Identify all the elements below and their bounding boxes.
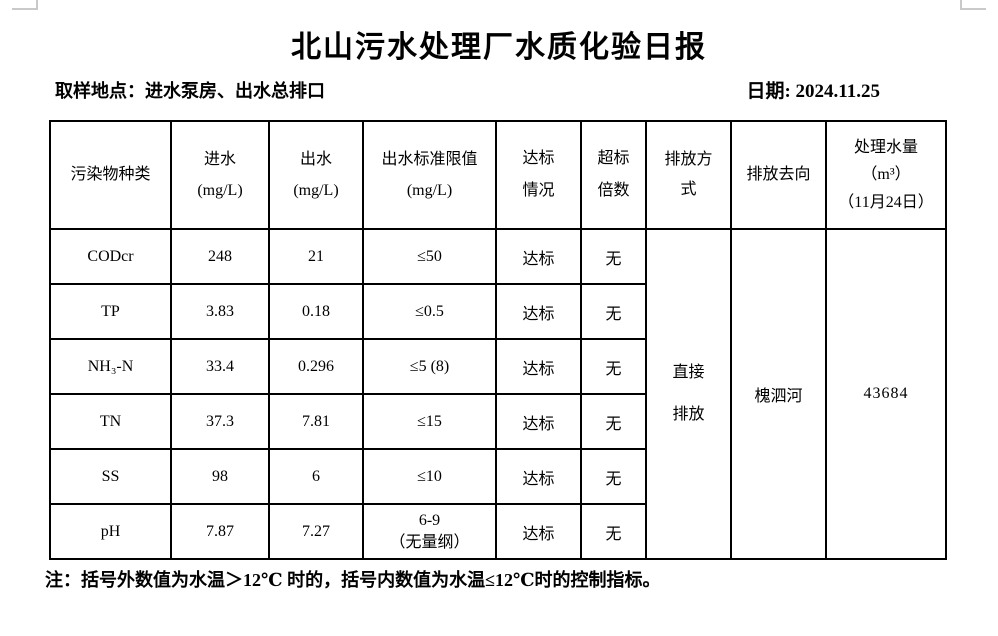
cell-compliance: 达标 xyxy=(495,503,582,560)
cell-effluent: 21 xyxy=(268,228,364,285)
col-header-limit: 出水标准限值 (mg/L) xyxy=(362,120,497,230)
cell-effluent: 0.296 xyxy=(268,338,364,395)
cell-compliance: 达标 xyxy=(495,448,582,505)
table-row-ss: SS 98 6 ≤10 达标 无 xyxy=(49,448,946,505)
cell-exceed: 无 xyxy=(580,393,647,450)
cell-influent: 248 xyxy=(170,228,270,285)
volume-header-date: （11月24日） xyxy=(838,193,934,211)
col-header-effluent: 出水 (mg/L) xyxy=(268,120,364,230)
influent-header-unit: (mg/L) xyxy=(197,182,243,199)
discharge-method-header-label: 排放方式 xyxy=(664,150,713,198)
col-header-volume: 处理水量 （m³） （11月24日） xyxy=(825,120,947,230)
sampling-location-label: 取样地点：进水泵房、出水总排口 xyxy=(55,81,325,101)
table-row-tn: TN 37.3 7.81 ≤15 达标 无 xyxy=(49,393,946,450)
discharge-destination-header-label: 排放去向 xyxy=(746,166,811,184)
cell-discharge-method: 直接 排放 xyxy=(645,228,732,560)
exceed-header-label: 超标倍数 xyxy=(597,150,630,199)
cell-pollutant: SS xyxy=(49,448,172,505)
cell-exceed: 无 xyxy=(580,228,647,285)
cell-limit: ≤5 (8) xyxy=(362,338,497,395)
cell-exceed: 无 xyxy=(580,503,647,560)
cell-effluent: 7.81 xyxy=(268,393,364,450)
water-quality-table: 污染物种类 进水 (mg/L) 出水 (mg/L) 出水标准限值 (mg/L) 达标情… xyxy=(49,120,947,560)
limit-header-unit: (mg/L) xyxy=(406,182,453,199)
page-title: 北山污水处理厂水质化验日报 xyxy=(291,31,707,64)
cell-pollutant: TN xyxy=(49,393,172,450)
cell-effluent: 0.18 xyxy=(268,283,364,340)
col-header-exceed: 超标倍数 xyxy=(580,120,647,230)
cell-limit: 6-9 （无量纲） xyxy=(362,503,497,560)
col-header-pollutant-label: 污染物种类 xyxy=(70,166,151,184)
volume-header-unit: （m³） xyxy=(861,166,911,184)
effluent-header-line1: 出水 xyxy=(299,150,332,168)
cell-limit: ≤50 xyxy=(362,228,497,285)
cell-limit: ≤0.5 xyxy=(362,283,497,340)
page-margin-corner-right xyxy=(960,0,986,10)
col-header-pollutant: 污染物种类 xyxy=(49,120,172,230)
cell-limit: ≤15 xyxy=(362,393,497,450)
col-header-discharge-destination: 排放去向 xyxy=(730,120,827,230)
cell-influent: 7.87 xyxy=(170,503,270,560)
table-row-nh3n: NH₃-N 33.4 0.296 ≤5 (8) 达标 无 xyxy=(49,338,946,395)
cell-limit: ≤10 xyxy=(362,448,497,505)
cell-pollutant: CODcr xyxy=(49,228,172,285)
table-row-tp: TP 3.83 0.18 ≤0.5 达标 无 xyxy=(49,283,946,340)
limit-header-line1: 出水标准限值 xyxy=(381,150,478,168)
influent-header-line1: 进水 xyxy=(203,150,236,168)
cell-exceed: 无 xyxy=(580,338,647,395)
cell-pollutant: TP xyxy=(49,283,172,340)
col-header-influent: 进水 (mg/L) xyxy=(170,120,270,230)
cell-exceed: 无 xyxy=(580,448,647,505)
table-row-ph: pH 7.87 7.27 6-9 （无量纲） 达标 无 xyxy=(49,503,946,560)
col-header-compliance: 达标情况 xyxy=(495,120,582,230)
volume-header-line1: 处理水量 xyxy=(853,139,918,157)
page-margin-corner-left xyxy=(12,0,38,10)
cell-influent: 98 xyxy=(170,448,270,505)
cell-compliance: 达标 xyxy=(495,283,582,340)
cell-compliance: 达标 xyxy=(495,393,582,450)
cell-influent: 3.83 xyxy=(170,283,270,340)
meta-row: 取样地点：进水泵房、出水总排口 日期: 2024.11.25 xyxy=(55,76,880,103)
report-date-label: 日期: 2024.11.25 xyxy=(746,81,880,102)
col-header-discharge-method: 排放方式 xyxy=(645,120,732,230)
cell-effluent: 7.27 xyxy=(268,503,364,560)
cell-effluent: 6 xyxy=(268,448,364,505)
table-row-codcr: CODcr 248 21 ≤50 达标 无 直接 排放 槐泗河 43684 xyxy=(49,228,947,560)
footnote: 注：括号外数值为水温＞12℃ 时的，括号内数值为水温≤12℃时的控制指标。 xyxy=(45,570,661,590)
cell-compliance: 达标 xyxy=(495,338,582,395)
cell-pollutant: NH₃-N xyxy=(49,338,172,395)
cell-treated-volume: 43684 xyxy=(825,228,947,560)
cell-compliance: 达标 xyxy=(495,228,582,285)
cell-pollutant: pH xyxy=(49,503,172,560)
cell-influent: 33.4 xyxy=(170,338,270,395)
effluent-header-unit: (mg/L) xyxy=(293,182,339,199)
cell-exceed: 无 xyxy=(580,283,647,340)
cell-influent: 37.3 xyxy=(170,393,270,450)
table-header-row: 污染物种类 进水 (mg/L) 出水 (mg/L) 出水标准限值 (mg/L) 达标情… xyxy=(49,120,947,230)
cell-discharge-destination: 槐泗河 xyxy=(730,228,827,560)
compliance-header-label: 达标情况 xyxy=(522,150,555,199)
